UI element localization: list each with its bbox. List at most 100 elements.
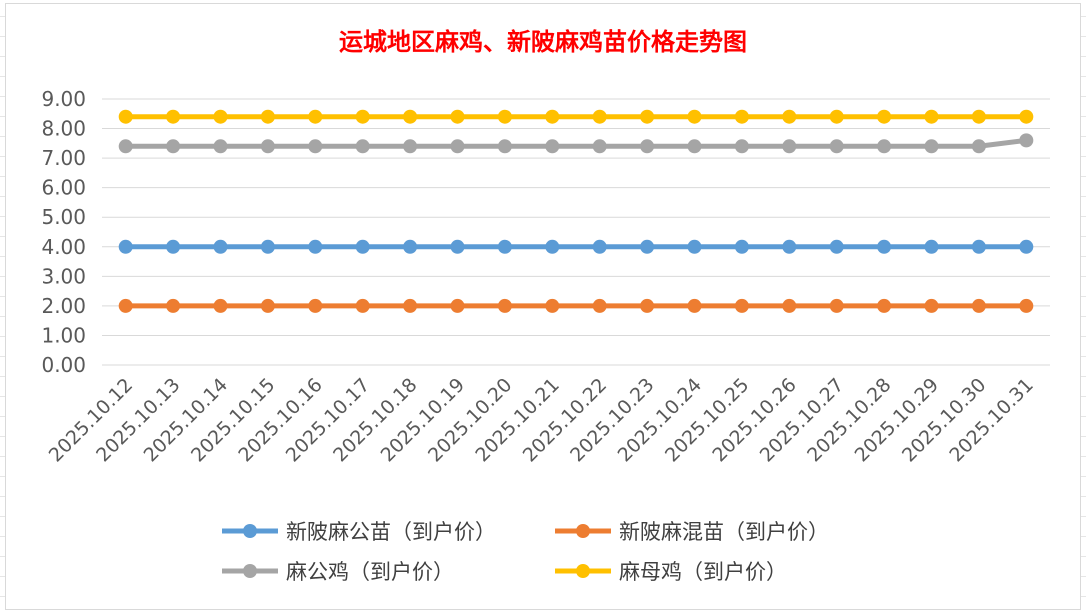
data-point xyxy=(213,239,228,254)
data-point xyxy=(640,298,655,313)
data-point xyxy=(260,139,275,154)
data-point xyxy=(308,139,323,154)
data-point xyxy=(450,139,465,154)
data-point xyxy=(640,109,655,124)
data-point xyxy=(497,298,512,313)
data-point xyxy=(166,109,181,124)
data-point xyxy=(829,239,844,254)
data-point xyxy=(308,239,323,254)
data-point xyxy=(924,298,939,313)
legend-marker xyxy=(243,564,257,578)
x-axis-ticks: 2025.10.122025.10.132025.10.142025.10.15… xyxy=(45,374,1038,466)
data-point xyxy=(687,298,702,313)
data-point xyxy=(687,139,702,154)
data-point xyxy=(971,109,986,124)
data-point xyxy=(355,139,370,154)
legend-label: 麻公鸡（到户价） xyxy=(286,560,454,584)
data-point xyxy=(403,298,418,313)
data-point xyxy=(1019,109,1034,124)
data-point xyxy=(640,239,655,254)
data-point xyxy=(545,109,560,124)
data-point xyxy=(213,109,228,124)
legend: 新陂麻公苗（到户价） 新陂麻混苗（到户价） 麻公鸡（到户价） 麻母鸡（到户价） xyxy=(222,520,829,584)
data-point xyxy=(213,139,228,154)
data-point xyxy=(971,298,986,313)
data-point xyxy=(166,239,181,254)
series-0 xyxy=(118,239,1034,254)
data-point xyxy=(1019,239,1034,254)
data-point xyxy=(734,239,749,254)
data-point xyxy=(545,239,560,254)
y-tick-label: 6.00 xyxy=(41,176,86,200)
data-point xyxy=(877,139,892,154)
data-point xyxy=(924,109,939,124)
data-point xyxy=(403,239,418,254)
data-point xyxy=(687,239,702,254)
data-point xyxy=(403,139,418,154)
y-tick-label: 8.00 xyxy=(41,117,86,141)
data-point xyxy=(687,109,702,124)
series-2 xyxy=(118,133,1034,154)
legend-item: 新陂麻混苗（到户价） xyxy=(555,520,829,544)
data-point xyxy=(260,298,275,313)
data-point xyxy=(166,298,181,313)
data-point xyxy=(308,298,323,313)
legend-marker xyxy=(576,524,590,538)
data-point xyxy=(829,298,844,313)
data-point xyxy=(308,109,323,124)
data-point xyxy=(971,139,986,154)
data-point xyxy=(450,109,465,124)
data-point xyxy=(118,239,133,254)
data-point xyxy=(877,239,892,254)
legend-item: 麻母鸡（到户价） xyxy=(555,560,787,584)
data-point xyxy=(260,239,275,254)
series-line xyxy=(125,137,1027,149)
legend-item: 新陂麻公苗（到户价） xyxy=(222,520,496,544)
series-3 xyxy=(118,109,1034,124)
y-tick-label: 5.00 xyxy=(41,205,86,229)
data-point xyxy=(450,298,465,313)
data-point xyxy=(782,139,797,154)
data-point xyxy=(829,109,844,124)
data-point xyxy=(640,139,655,154)
legend-marker xyxy=(576,564,590,578)
data-point xyxy=(782,298,797,313)
data-point xyxy=(1019,298,1034,313)
data-point xyxy=(497,239,512,254)
data-point xyxy=(782,239,797,254)
data-point xyxy=(355,298,370,313)
data-point xyxy=(877,109,892,124)
y-tick-label: 4.00 xyxy=(41,235,86,259)
legend-label: 新陂麻公苗（到户价） xyxy=(286,520,496,544)
data-point xyxy=(260,109,275,124)
data-point xyxy=(782,109,797,124)
data-point xyxy=(734,298,749,313)
data-point xyxy=(166,139,181,154)
data-point xyxy=(924,139,939,154)
data-point xyxy=(545,298,560,313)
data-point xyxy=(592,298,607,313)
data-point xyxy=(497,109,512,124)
data-point xyxy=(450,239,465,254)
data-point xyxy=(877,298,892,313)
y-tick-label: 7.00 xyxy=(41,146,86,170)
data-point xyxy=(924,239,939,254)
y-tick-label: 3.00 xyxy=(41,264,86,288)
data-point xyxy=(592,139,607,154)
data-point xyxy=(355,109,370,124)
legend-label: 新陂麻混苗（到户价） xyxy=(619,520,829,544)
data-point xyxy=(118,298,133,313)
data-point xyxy=(592,239,607,254)
data-point xyxy=(829,139,844,154)
legend-item: 麻公鸡（到户价） xyxy=(222,560,454,584)
series-lines xyxy=(118,109,1034,313)
chart-title: 运城地区麻鸡、新陂麻鸡苗价格走势图 xyxy=(339,27,747,56)
data-point xyxy=(497,139,512,154)
series-1 xyxy=(118,298,1034,313)
y-tick-label: 2.00 xyxy=(41,294,86,318)
y-tick-label: 1.00 xyxy=(41,323,86,347)
data-point xyxy=(403,109,418,124)
data-point xyxy=(592,109,607,124)
legend-marker xyxy=(243,524,257,538)
